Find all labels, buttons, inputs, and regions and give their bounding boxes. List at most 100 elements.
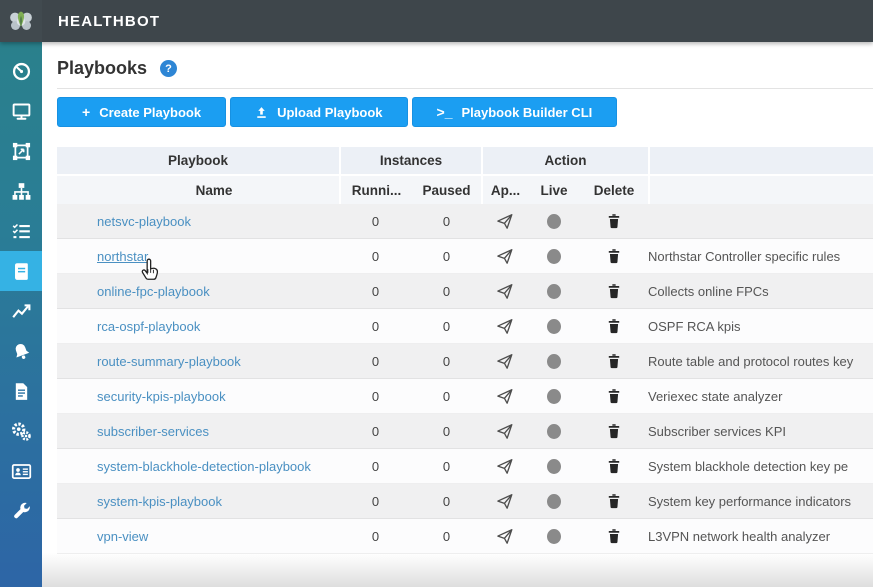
help-icon[interactable]: ? bbox=[160, 60, 178, 77]
delete-icon[interactable] bbox=[607, 458, 621, 474]
live-cell bbox=[528, 344, 580, 378]
sidebar-item-administration[interactable] bbox=[0, 451, 42, 491]
live-status-icon[interactable] bbox=[547, 353, 561, 369]
delete-icon[interactable] bbox=[607, 353, 621, 369]
apply-icon[interactable] bbox=[496, 213, 514, 230]
live-status-icon[interactable] bbox=[547, 213, 561, 229]
live-status-icon[interactable] bbox=[547, 318, 561, 334]
apply-icon[interactable] bbox=[496, 283, 514, 300]
delete-icon[interactable] bbox=[607, 528, 621, 544]
playbook-link[interactable]: rca-ospf-playbook bbox=[97, 318, 201, 334]
delete-cell bbox=[580, 274, 648, 308]
table-row: route-summary-playbook 0 0 Route table bbox=[57, 344, 873, 379]
sidebar-item-dashboard[interactable] bbox=[0, 51, 42, 91]
apply-icon[interactable] bbox=[496, 318, 514, 335]
paused-count: 0 bbox=[442, 528, 451, 544]
delete-icon[interactable] bbox=[607, 388, 621, 404]
delete-icon[interactable] bbox=[607, 423, 621, 439]
sidebar-item-playbooks[interactable] bbox=[0, 251, 42, 291]
table-body: netsvc-playbook 0 0 bbox=[57, 204, 873, 554]
sidebar-item-monitor[interactable] bbox=[0, 291, 42, 331]
live-status-icon[interactable] bbox=[547, 458, 561, 474]
apply-cell bbox=[481, 309, 528, 343]
row-spacer bbox=[57, 309, 89, 343]
playbook-name-cell: rca-ospf-playbook bbox=[89, 309, 339, 343]
playbook-link[interactable]: northstar bbox=[97, 248, 149, 264]
live-status-icon[interactable] bbox=[547, 388, 561, 404]
paused-count: 0 bbox=[442, 318, 451, 334]
column-header-running: Runni... bbox=[339, 176, 412, 204]
playbook-link[interactable]: system-kpis-playbook bbox=[97, 493, 222, 509]
playbook-link[interactable]: subscriber-services bbox=[97, 423, 209, 439]
upload-playbook-button[interactable]: Upload Playbook bbox=[230, 97, 408, 127]
delete-icon[interactable] bbox=[607, 248, 621, 264]
playbook-link[interactable]: system-blackhole-detection-playbook bbox=[97, 458, 311, 474]
playbook-name-cell: security-kpis-playbook bbox=[89, 379, 339, 413]
sidebar-item-rules[interactable] bbox=[0, 211, 42, 251]
playbook-link[interactable]: vpn-view bbox=[97, 528, 149, 544]
sidebar-item-device-group[interactable] bbox=[0, 131, 42, 171]
row-spacer bbox=[57, 239, 89, 273]
sidebar-item-debug[interactable] bbox=[0, 491, 42, 531]
playbook-link[interactable]: netsvc-playbook bbox=[97, 213, 191, 229]
running-count: 0 bbox=[371, 248, 380, 264]
row-spacer bbox=[57, 274, 89, 308]
table-column-header-row: Name Runni... Paused Ap... Live Delete bbox=[57, 176, 873, 204]
delete-cell bbox=[580, 239, 648, 273]
delete-icon[interactable] bbox=[607, 318, 621, 334]
apply-icon[interactable] bbox=[496, 353, 514, 370]
delete-icon[interactable] bbox=[607, 213, 621, 229]
playbook-link[interactable]: route-summary-playbook bbox=[97, 353, 241, 369]
playbook-link[interactable]: security-kpis-playbook bbox=[97, 388, 226, 404]
live-status-icon[interactable] bbox=[547, 493, 561, 509]
row-spacer bbox=[57, 519, 89, 553]
header-divider bbox=[57, 88, 873, 89]
sidebar-item-devices[interactable] bbox=[0, 91, 42, 131]
sidebar-item-alarms[interactable] bbox=[0, 331, 42, 371]
live-status-icon[interactable] bbox=[547, 528, 561, 544]
live-status-icon[interactable] bbox=[547, 283, 561, 299]
settings-icon bbox=[12, 422, 31, 441]
apply-cell bbox=[481, 239, 528, 273]
live-cell bbox=[528, 519, 580, 553]
running-count: 0 bbox=[371, 423, 380, 439]
sidebar-item-network[interactable] bbox=[0, 171, 42, 211]
delete-icon[interactable] bbox=[607, 283, 621, 299]
main-content: Playbooks ? + Create Playbook Upload Pla… bbox=[42, 42, 873, 587]
dashboard-icon bbox=[12, 62, 30, 80]
apply-icon[interactable] bbox=[496, 493, 514, 510]
live-cell bbox=[528, 449, 580, 483]
live-cell bbox=[528, 379, 580, 413]
table-row: online-fpc-playbook 0 0 Collects onlin bbox=[57, 274, 873, 309]
apply-icon[interactable] bbox=[496, 458, 514, 475]
sidebar-item-settings[interactable] bbox=[0, 411, 42, 451]
paused-count: 0 bbox=[442, 493, 451, 509]
playbook-builder-cli-button[interactable]: >_ Playbook Builder CLI bbox=[411, 97, 618, 127]
playbook-description bbox=[648, 204, 873, 238]
create-playbook-button[interactable]: + Create Playbook bbox=[57, 97, 227, 127]
apply-icon[interactable] bbox=[496, 248, 514, 265]
row-spacer bbox=[57, 484, 89, 518]
apply-icon[interactable] bbox=[496, 388, 514, 405]
row-spacer bbox=[57, 204, 89, 238]
running-count: 0 bbox=[371, 213, 380, 229]
sidebar-item-reports[interactable] bbox=[0, 371, 42, 411]
group-header-action: Action bbox=[481, 147, 648, 174]
monitor-icon bbox=[11, 303, 30, 318]
column-header-name: Name bbox=[195, 182, 233, 198]
playbook-description: Route table and protocol routes key bbox=[648, 353, 854, 369]
delete-icon[interactable] bbox=[607, 493, 621, 509]
page-title: Playbooks bbox=[57, 58, 148, 78]
table-row: subscriber-services 0 0 Subscriber ser bbox=[57, 414, 873, 449]
playbook-description: Northstar Controller specific rules bbox=[648, 248, 841, 264]
rules-icon bbox=[12, 223, 30, 238]
live-status-icon[interactable] bbox=[547, 423, 561, 439]
apply-cell bbox=[481, 414, 528, 448]
app-title: HEALTHBOT bbox=[58, 12, 161, 30]
playbook-link[interactable]: online-fpc-playbook bbox=[97, 283, 210, 299]
live-status-icon[interactable] bbox=[547, 248, 561, 264]
network-icon bbox=[12, 182, 30, 200]
apply-icon[interactable] bbox=[496, 528, 514, 545]
apply-icon[interactable] bbox=[496, 423, 514, 440]
apply-cell bbox=[481, 449, 528, 483]
